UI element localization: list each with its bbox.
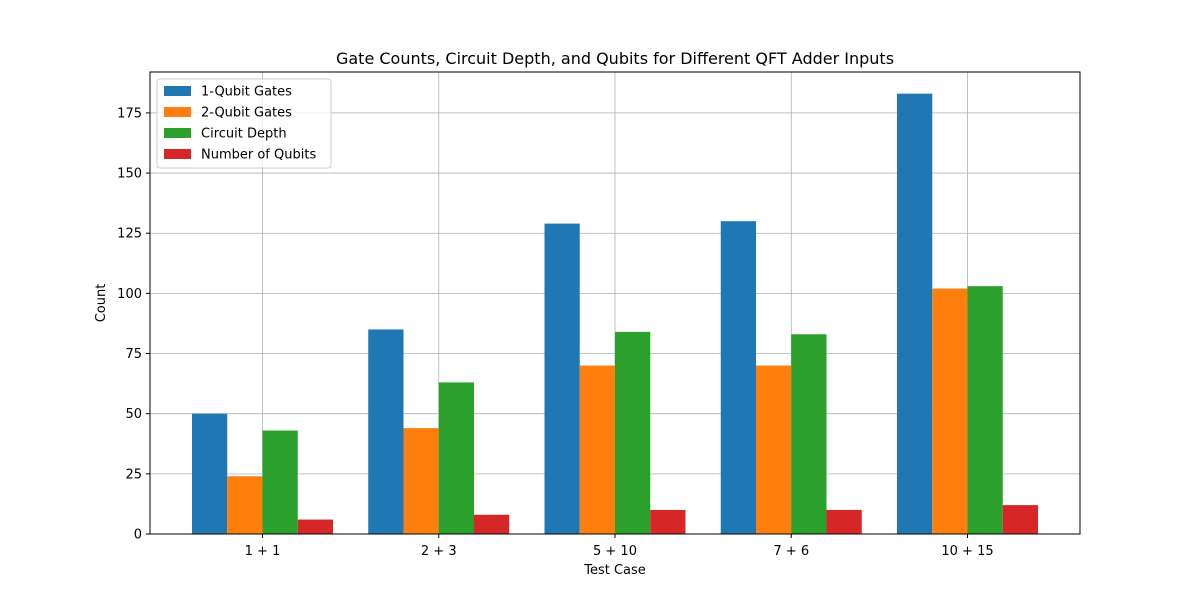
bar-circuit-depth-0 bbox=[262, 430, 298, 534]
bar-number-of-qubits-0 bbox=[297, 519, 333, 534]
bar-number-of-qubits-4 bbox=[1002, 505, 1038, 534]
legend-label: Circuit Depth bbox=[201, 127, 287, 142]
x-tick-label: 2 + 3 bbox=[421, 544, 457, 559]
bar-2-qubit-gates-2 bbox=[579, 365, 615, 534]
y-tick-label: 125 bbox=[117, 227, 142, 242]
y-tick-label: 75 bbox=[125, 347, 142, 362]
bar-2-qubit-gates-4 bbox=[932, 288, 968, 534]
x-tick-label: 7 + 6 bbox=[773, 544, 809, 559]
bars-layer bbox=[192, 93, 1038, 534]
chart-title: Gate Counts, Circuit Depth, and Qubits f… bbox=[336, 49, 894, 68]
y-tick-label: 100 bbox=[117, 287, 142, 302]
x-tick-label: 10 + 15 bbox=[941, 544, 993, 559]
y-tick-label: 175 bbox=[117, 106, 142, 121]
bar-circuit-depth-3 bbox=[791, 334, 827, 534]
bar-1-qubit-gates-2 bbox=[544, 223, 580, 534]
bar-number-of-qubits-1 bbox=[474, 514, 510, 534]
bar-2-qubit-gates-1 bbox=[403, 428, 439, 534]
bar-circuit-depth-2 bbox=[615, 331, 651, 534]
legend-swatch bbox=[164, 128, 191, 138]
x-axis-label: Test Case bbox=[583, 563, 646, 578]
legend-label: 1-Qubit Gates bbox=[201, 85, 292, 100]
bar-1-qubit-gates-4 bbox=[897, 93, 933, 534]
bar-1-qubit-gates-1 bbox=[368, 329, 404, 534]
legend-swatch bbox=[164, 149, 191, 159]
bar-2-qubit-gates-3 bbox=[756, 365, 792, 534]
bar-number-of-qubits-3 bbox=[826, 509, 862, 534]
bar-1-qubit-gates-3 bbox=[720, 221, 756, 534]
y-tick-label: 50 bbox=[125, 407, 142, 422]
legend: 1-Qubit Gates 2-Qubit Gates Circuit Depth N… bbox=[156, 78, 332, 169]
legend-box bbox=[156, 78, 332, 169]
bar-circuit-depth-4 bbox=[967, 286, 1003, 534]
ticks-layer: 0 25 50 75 100 125 150 175 1 + 1 2 + 3 5 + 10 7 + 6… bbox=[117, 106, 993, 559]
bar-2-qubit-gates-0 bbox=[227, 476, 263, 534]
y-axis-label: Count bbox=[94, 284, 109, 323]
x-tick-label: 1 + 1 bbox=[245, 544, 281, 559]
x-tick-label: 5 + 10 bbox=[593, 544, 637, 559]
legend-label: Number of Qubits bbox=[201, 148, 316, 163]
bar-circuit-depth-1 bbox=[438, 382, 474, 534]
legend-swatch bbox=[164, 107, 191, 117]
y-tick-label: 25 bbox=[125, 467, 142, 482]
legend-swatch bbox=[164, 86, 191, 96]
y-tick-label: 0 bbox=[134, 528, 142, 543]
bar-number-of-qubits-2 bbox=[650, 509, 686, 534]
bar-1-qubit-gates-0 bbox=[192, 413, 228, 534]
legend-label: 2-Qubit Gates bbox=[201, 106, 292, 121]
y-tick-label: 150 bbox=[117, 167, 142, 182]
